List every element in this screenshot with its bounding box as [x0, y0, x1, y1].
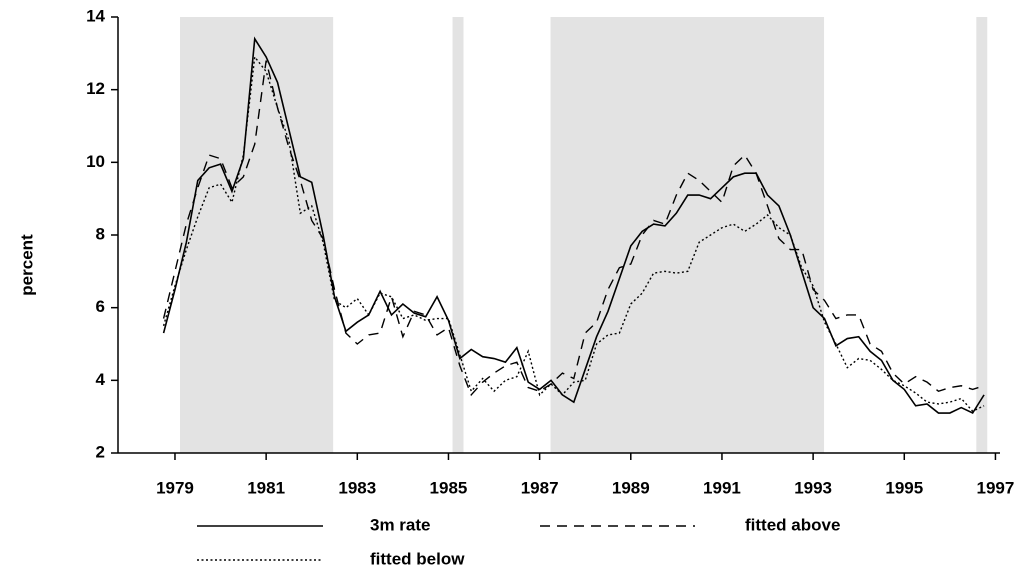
series-line [162, 60, 985, 397]
y-tick-label: 12 [86, 79, 105, 98]
legend-label: fitted below [370, 549, 465, 568]
x-tick-label: 1993 [794, 478, 832, 497]
y-tick-label: 4 [96, 370, 106, 389]
y-axis-label: percent [17, 234, 36, 296]
x-tick-label: 1995 [885, 478, 923, 497]
y-tick-label: 8 [96, 224, 105, 243]
legend-label: fitted above [745, 515, 840, 534]
series-line [162, 55, 985, 413]
y-tick-label: 10 [86, 152, 105, 171]
series-line [162, 36, 985, 415]
x-tick-label: 1979 [156, 478, 194, 497]
x-tick-label: 1985 [430, 478, 468, 497]
shaded-region [976, 17, 988, 453]
y-tick-label: 6 [96, 297, 105, 316]
x-tick-label: 1981 [247, 478, 285, 497]
shaded-region [452, 17, 464, 453]
y-tick-label: 14 [86, 6, 105, 25]
x-tick-label: 1991 [703, 478, 741, 497]
x-tick-label: 1989 [612, 478, 650, 497]
shaded-region [550, 17, 825, 453]
x-tick-label: 1983 [338, 478, 376, 497]
x-tick-label: 1997 [977, 478, 1015, 497]
y-tick-label: 2 [96, 442, 105, 461]
legend-label: 3m rate [370, 515, 430, 534]
x-tick-label: 1987 [521, 478, 559, 497]
shaded-region [179, 17, 334, 453]
